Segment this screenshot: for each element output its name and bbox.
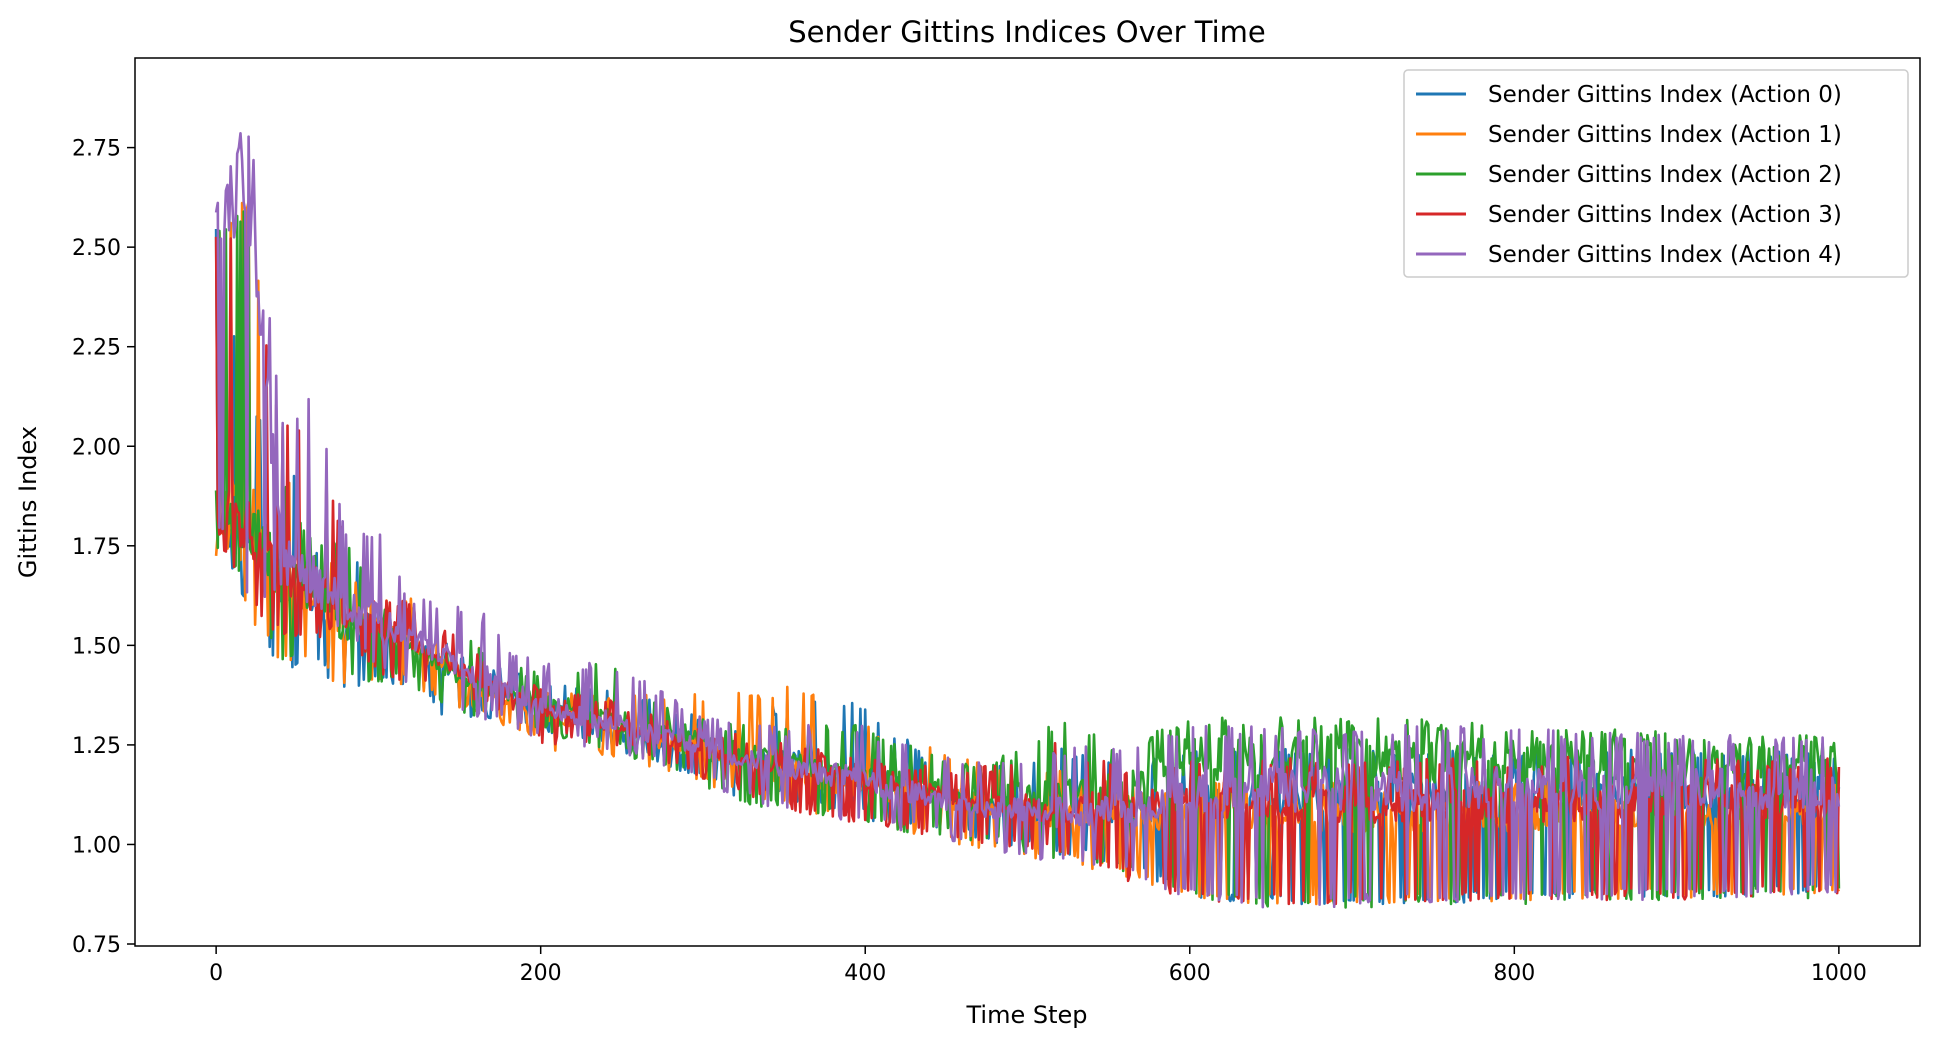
x-tick-label: 600 <box>1169 961 1211 986</box>
legend-box <box>1403 69 1909 278</box>
y-tick-label: 1.50 <box>72 634 121 659</box>
y-axis: 0.75 1.00 1.25 1.50 1.75 2.00 2.25 2.50 2.75 <box>72 137 135 958</box>
legend-label: Sender Gittins Index (Action 3) <box>1488 202 1842 228</box>
y-axis-label: Gittins Index <box>14 426 42 578</box>
y-tick-label: 2.50 <box>72 236 121 261</box>
y-tick-label: 2.25 <box>72 336 121 361</box>
y-tick-label: 1.25 <box>72 734 121 759</box>
x-tick-label: 200 <box>520 961 562 986</box>
legend-label: Sender Gittins Index (Action 0) <box>1488 82 1842 108</box>
legend-label: Sender Gittins Index (Action 4) <box>1488 242 1842 268</box>
series-layer <box>214 132 1841 909</box>
x-axis-label: Time Step <box>965 1001 1087 1029</box>
y-tick-label: 1.00 <box>72 833 121 858</box>
x-tick-label: 0 <box>209 961 223 986</box>
x-axis: 0 200 400 600 800 1000 <box>209 946 1867 986</box>
x-tick-label: 800 <box>1493 961 1535 986</box>
x-tick-label: 400 <box>844 961 886 986</box>
plot-frame <box>134 57 1921 947</box>
series-line-action-4 <box>214 132 1841 909</box>
x-tick-label: 1000 <box>1811 961 1867 986</box>
y-tick-label: 0.75 <box>72 933 121 958</box>
legend-label: Sender Gittins Index (Action 2) <box>1488 162 1842 188</box>
chart-title: Sender Gittins Indices Over Time <box>788 15 1266 49</box>
y-tick-label: 2.75 <box>72 137 121 162</box>
y-tick-label: 1.75 <box>72 535 121 560</box>
legend-label: Sender Gittins Index (Action 1) <box>1488 122 1842 148</box>
y-tick-label: 2.00 <box>72 435 121 460</box>
legend: Sender Gittins Index (Action 0) Sender Gi… <box>1403 69 1909 278</box>
